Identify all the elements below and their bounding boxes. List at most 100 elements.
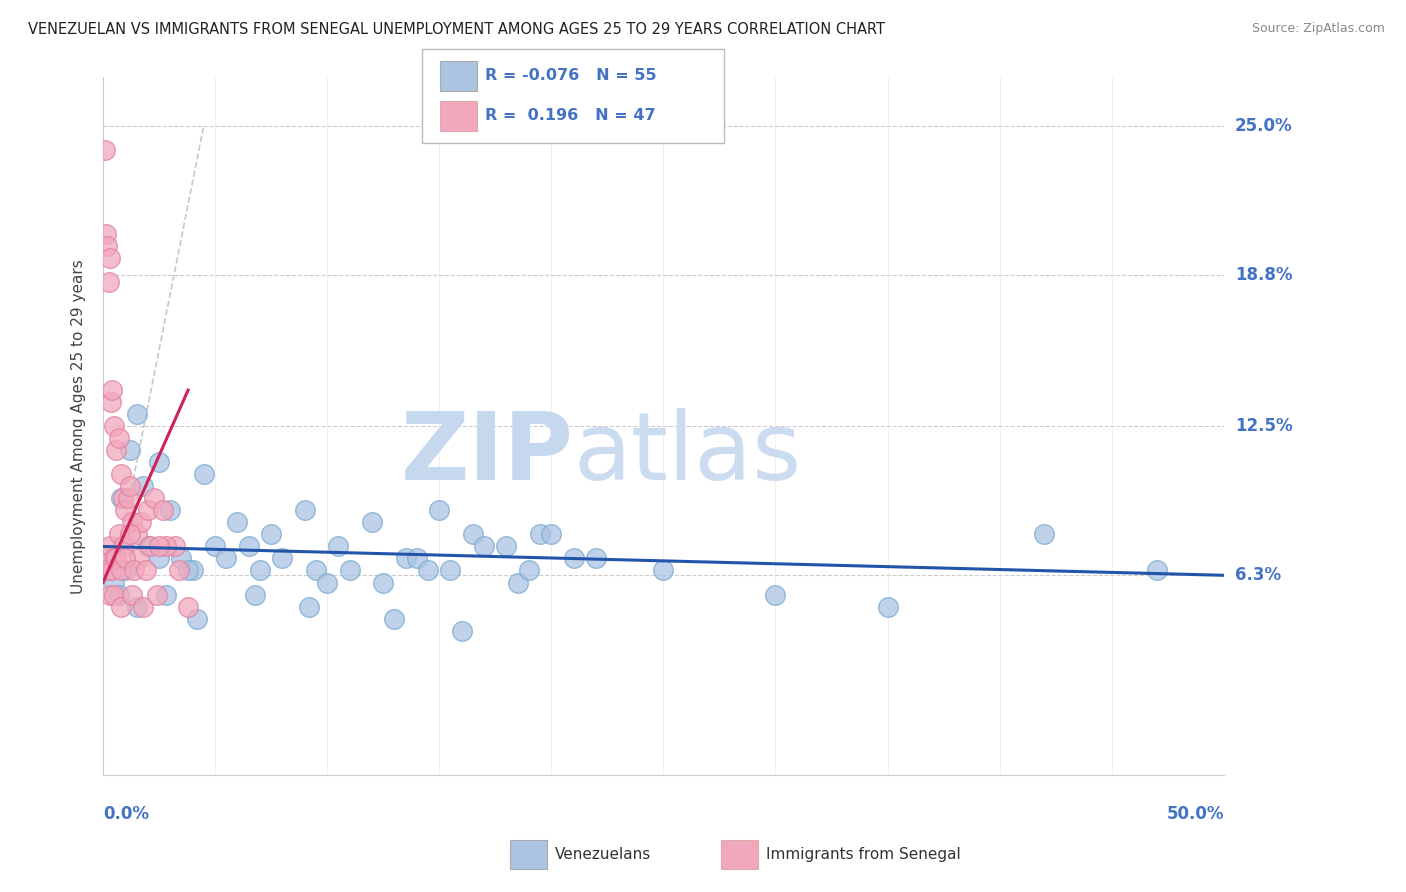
- Point: [472, 540, 495, 554]
- Point: [416, 564, 439, 578]
- Point: [112, 491, 135, 506]
- Point: [177, 599, 200, 614]
- Point: [101, 383, 124, 397]
- Point: [145, 588, 167, 602]
- Point: [143, 491, 166, 506]
- Text: VENEZUELAN VS IMMIGRANTS FROM SENEGAL UNEMPLOYMENT AMONG AGES 25 TO 29 YEARS COR: VENEZUELAN VS IMMIGRANTS FROM SENEGAL UN…: [28, 22, 886, 37]
- Text: 50.0%: 50.0%: [1167, 805, 1223, 823]
- Text: Immigrants from Senegal: Immigrants from Senegal: [766, 847, 962, 862]
- Point: [128, 551, 150, 566]
- Point: [245, 588, 267, 602]
- Text: ZIP: ZIP: [401, 408, 574, 500]
- Point: [177, 564, 200, 578]
- Point: [118, 527, 141, 541]
- Point: [361, 516, 384, 530]
- Point: [163, 540, 186, 554]
- Point: [100, 395, 122, 409]
- Point: [450, 624, 472, 638]
- Text: 25.0%: 25.0%: [1234, 117, 1292, 135]
- Point: [405, 551, 427, 566]
- Point: [328, 540, 350, 554]
- Point: [167, 564, 190, 578]
- Point: [461, 527, 484, 541]
- Text: Venezuelans: Venezuelans: [555, 847, 651, 862]
- Point: [170, 551, 193, 566]
- Point: [540, 527, 562, 541]
- Point: [129, 516, 152, 530]
- Text: 6.3%: 6.3%: [1234, 566, 1281, 584]
- Point: [97, 275, 120, 289]
- Point: [193, 467, 215, 482]
- Text: 18.8%: 18.8%: [1234, 266, 1292, 284]
- Point: [125, 527, 148, 541]
- Point: [181, 564, 204, 578]
- Point: [316, 575, 339, 590]
- Point: [105, 551, 128, 566]
- Point: [294, 503, 316, 517]
- Point: [96, 227, 118, 241]
- Point: [1146, 564, 1168, 578]
- Point: [148, 455, 170, 469]
- Point: [562, 551, 585, 566]
- Point: [132, 479, 155, 493]
- Point: [152, 503, 174, 517]
- Point: [249, 564, 271, 578]
- Point: [136, 540, 159, 554]
- Point: [125, 599, 148, 614]
- Point: [394, 551, 416, 566]
- Text: atlas: atlas: [574, 408, 801, 500]
- Y-axis label: Unemployment Among Ages 25 to 29 years: Unemployment Among Ages 25 to 29 years: [72, 259, 86, 593]
- Point: [103, 575, 125, 590]
- Point: [114, 551, 136, 566]
- Text: 0.0%: 0.0%: [103, 805, 149, 823]
- Point: [107, 431, 129, 445]
- Point: [132, 599, 155, 614]
- Point: [98, 588, 121, 602]
- Point: [506, 575, 529, 590]
- Point: [159, 503, 181, 517]
- Point: [155, 540, 177, 554]
- Point: [96, 239, 118, 253]
- Point: [118, 479, 141, 493]
- Point: [382, 611, 405, 625]
- Point: [215, 551, 238, 566]
- Point: [103, 588, 125, 602]
- Point: [439, 564, 461, 578]
- Point: [373, 575, 395, 590]
- Point: [96, 551, 118, 566]
- Point: [98, 251, 121, 265]
- Point: [110, 564, 132, 578]
- Point: [121, 516, 143, 530]
- Text: R = -0.076   N = 55: R = -0.076 N = 55: [485, 69, 657, 83]
- Text: 12.5%: 12.5%: [1234, 417, 1292, 435]
- Text: Source: ZipAtlas.com: Source: ZipAtlas.com: [1251, 22, 1385, 36]
- Point: [121, 588, 143, 602]
- Point: [117, 491, 139, 506]
- Point: [125, 407, 148, 421]
- Point: [271, 551, 294, 566]
- Point: [260, 527, 283, 541]
- Point: [96, 564, 118, 578]
- Point: [103, 419, 125, 434]
- Text: R =  0.196   N = 47: R = 0.196 N = 47: [485, 109, 655, 123]
- Point: [517, 564, 540, 578]
- Point: [114, 564, 136, 578]
- Point: [124, 564, 146, 578]
- Point: [107, 588, 129, 602]
- Point: [101, 564, 124, 578]
- Point: [238, 540, 260, 554]
- Point: [204, 540, 226, 554]
- Point: [118, 443, 141, 458]
- Point: [186, 611, 208, 625]
- Point: [110, 599, 132, 614]
- Point: [148, 551, 170, 566]
- Point: [652, 564, 675, 578]
- Point: [103, 551, 125, 566]
- Point: [1033, 527, 1056, 541]
- Point: [427, 503, 450, 517]
- Point: [134, 564, 156, 578]
- Point: [110, 491, 132, 506]
- Point: [105, 443, 128, 458]
- Point: [226, 516, 249, 530]
- Point: [114, 503, 136, 517]
